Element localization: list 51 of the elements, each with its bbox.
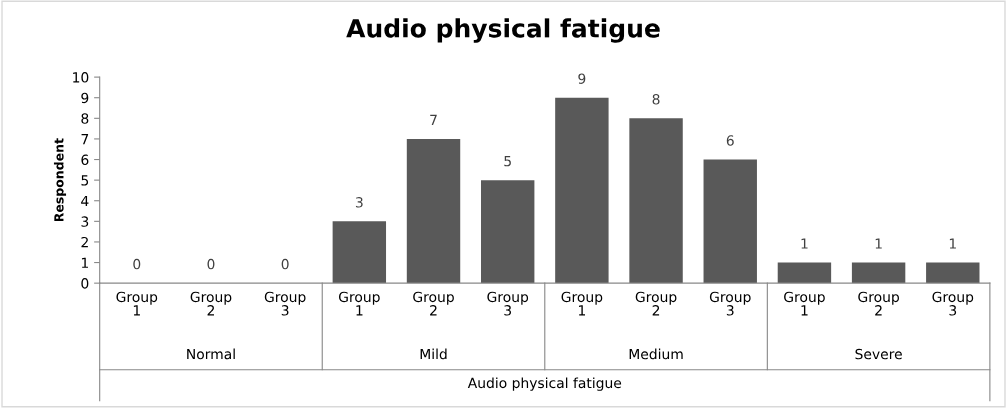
y-tick-label: 2	[81, 236, 88, 248]
x-tick-label: Group 3	[709, 291, 751, 316]
x-tick-label: Group 2	[635, 291, 677, 316]
bar	[555, 97, 609, 284]
y-tick-label: 8	[81, 113, 89, 124]
data-label: 6	[726, 135, 734, 146]
text: Medium	[629, 348, 683, 360]
data-label: 1	[801, 238, 808, 249]
x-axis-title: Audio physical fatigue	[467, 377, 622, 391]
data-label: 9	[578, 73, 586, 84]
data-label: 7	[430, 114, 437, 125]
chart-title: Audio physical fatigue	[346, 18, 660, 43]
bar	[926, 262, 980, 284]
x-tick-label: Group 1	[561, 291, 603, 316]
y-tick-label: 7	[81, 134, 89, 145]
text: Normal	[187, 348, 235, 360]
x-tick-label: Group 2	[858, 291, 899, 316]
text: Mild	[420, 348, 447, 360]
bar	[406, 138, 461, 284]
x-tick-label: Group 3	[264, 291, 306, 316]
y-tick-label: 3	[81, 216, 89, 227]
bar	[629, 118, 683, 284]
data-label: 1	[875, 238, 882, 249]
x-tick-label: Group 1	[116, 291, 158, 316]
bar	[703, 159, 757, 284]
bar	[332, 221, 387, 284]
data-label: 8	[652, 94, 660, 105]
y-tick-label: 4	[81, 195, 89, 207]
y-tick-label: 6	[81, 154, 89, 165]
data-label: 3	[355, 197, 363, 208]
data-label: 1	[949, 238, 956, 249]
data-label: 0	[207, 258, 215, 270]
x-tick-label: Group 2	[190, 291, 232, 316]
y-tick-label: 9	[81, 92, 89, 104]
y-tick-label: 10	[73, 72, 89, 83]
y-tick-label: 0	[81, 278, 89, 289]
bar	[777, 262, 832, 284]
y-tick-label: 1	[81, 257, 88, 268]
data-label: 5	[504, 156, 511, 167]
bar	[851, 262, 906, 284]
y-axis-title: Respondent	[53, 138, 67, 222]
bar	[480, 180, 535, 284]
x-tick-label: Group 3	[932, 291, 974, 316]
data-label: 0	[133, 258, 141, 270]
x-tick-label: Group 3	[487, 291, 529, 316]
text: Severe	[855, 348, 902, 360]
x-tick-label: Group 2	[413, 291, 454, 316]
y-tick-label: 5	[81, 175, 89, 186]
x-tick-label: Group 1	[784, 291, 825, 316]
x-tick-label: Group 1	[338, 291, 380, 316]
data-label: 0	[281, 258, 289, 270]
